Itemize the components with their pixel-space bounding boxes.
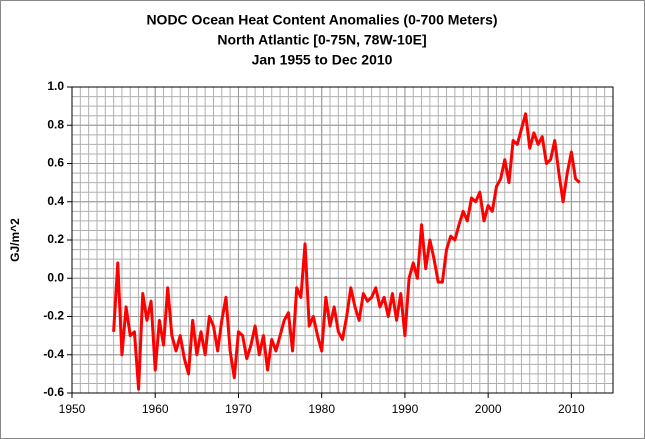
- y-tick-label: 0.4: [47, 194, 64, 208]
- chart-subtitle: North Atlantic [0-75N, 78W-10E]: [217, 32, 426, 48]
- x-tick-label: 1950: [59, 402, 86, 416]
- x-tick-label: 2010: [558, 402, 585, 416]
- x-tick-label: 1970: [225, 402, 252, 416]
- y-tick-label: -0.6: [43, 385, 64, 399]
- y-tick-label: 1.0: [47, 79, 64, 93]
- x-tick-label: 2000: [475, 402, 502, 416]
- x-tick-label: 1990: [392, 402, 419, 416]
- y-tick-label: -0.4: [43, 347, 64, 361]
- y-tick-label: 0.2: [47, 232, 64, 246]
- y-tick-label: 0.8: [47, 117, 64, 131]
- x-tick-label: 1980: [308, 402, 335, 416]
- x-tick-label: 1960: [142, 402, 169, 416]
- y-tick-label: 0.6: [47, 156, 64, 170]
- y-tick-label: -0.2: [43, 309, 64, 323]
- y-tick-label: 0.0: [47, 270, 64, 284]
- plot-border: [71, 86, 614, 394]
- chart-subtitle: Jan 1955 to Dec 2010: [252, 52, 393, 68]
- y-axis-label: GJ/m^2: [8, 218, 22, 262]
- chart-title: NODC Ocean Heat Content Anomalies (0-700…: [146, 12, 497, 28]
- data-line: [112, 112, 581, 391]
